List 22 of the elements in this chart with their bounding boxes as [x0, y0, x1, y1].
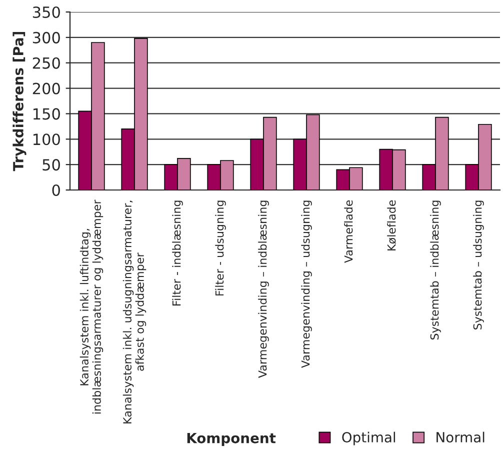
- x-tick-label: Varmegenvinding – udsugning: [301, 200, 312, 368]
- x-tick-label: Kanalsystem inkl. udsugningsarmaturer, afkast og lyddæmper: [122, 200, 146, 424]
- y-tick-label: 350: [32, 6, 60, 18]
- y-tick-label: 150: [33, 108, 60, 120]
- y-axis-title: Trykdifferens [Pa]: [12, 32, 26, 172]
- legend-label: Normal: [436, 432, 484, 443]
- y-tick-label: 50: [42, 159, 60, 171]
- y-tick-label: 0: [52, 184, 60, 196]
- x-tick-label: Kanalsystem inkl. luftindtag, indblæsningsarmaturer og lyddæmper: [80, 200, 104, 414]
- x-tick-label: Varmegenvinding – indblæsning: [258, 200, 269, 378]
- legend-label: Optimal: [342, 432, 396, 446]
- x-tick-label: Køleflade: [387, 200, 396, 250]
- x-tick-label: Filter - udsugning: [215, 200, 226, 296]
- y-tick-label: 200: [32, 82, 60, 94]
- y-tick-label: 300: [32, 32, 60, 44]
- x-axis-title: Komponent: [187, 433, 276, 446]
- x-tick-label: Filter - indblæsning: [172, 200, 183, 306]
- x-tick-label: Varmeflade: [344, 200, 353, 263]
- y-tick-label: 250: [32, 57, 60, 69]
- y-tick-label: 100: [33, 134, 60, 146]
- x-tick-label: Systemtab – indblæsning: [430, 200, 441, 340]
- x-tick-label: Systemtab – udsugning: [473, 200, 484, 330]
